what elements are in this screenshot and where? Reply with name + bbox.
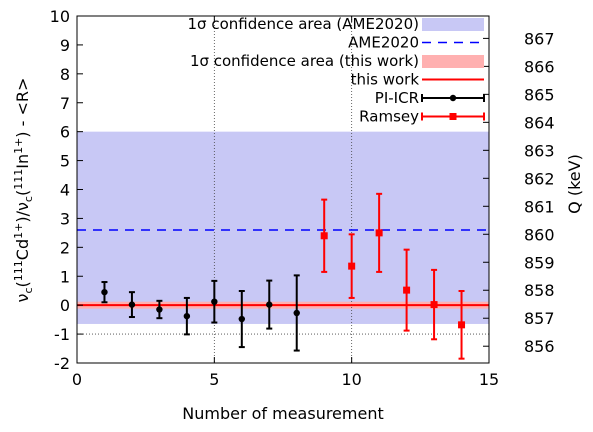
y-tick-label: 8 [60, 65, 70, 84]
y-tick-label: -1 [54, 325, 70, 344]
pi-icr-point [183, 296, 191, 336]
marker-square [320, 232, 328, 240]
y2-tick-label: 861 [524, 197, 555, 216]
pi-icr-point [238, 289, 245, 349]
legend-label: AME2020 [348, 34, 419, 52]
y2-tick-label: 857 [524, 309, 555, 328]
ramsey-point [375, 192, 383, 273]
marker-square [348, 262, 356, 270]
marker-square [430, 301, 438, 309]
legend-swatch-box [422, 18, 484, 31]
marker-circle [128, 301, 136, 308]
legend-label: 1σ confidence area (AME2020) [188, 15, 419, 33]
y-tick-label: 7 [60, 94, 70, 113]
x-tick-label: 15 [479, 370, 499, 389]
y2-tick-label: 860 [524, 225, 555, 244]
ame-confidence-band [77, 131, 489, 324]
pi-icr-point [266, 279, 273, 330]
y-tick-label: 2 [60, 238, 70, 257]
x-tick-label: 5 [209, 370, 219, 389]
marker-circle [156, 306, 163, 313]
marker-square [375, 229, 383, 237]
grid-lines [77, 16, 489, 363]
legend-label: PI-ICR [375, 89, 419, 107]
ramsey-point [403, 248, 411, 332]
marker-circle [238, 315, 245, 323]
pi-icr-point [293, 274, 300, 352]
legend-label: 1σ confidence area (this work) [190, 52, 419, 70]
x-tick-label: 0 [72, 370, 82, 389]
pi-icr-point [128, 291, 136, 319]
y-axis-label: νc(111Cd1+)/νc(111In1+) - <R> [12, 78, 35, 303]
y2-tick-label: 867 [524, 29, 555, 48]
y2-tick-label: 862 [524, 169, 555, 188]
y2-tick-label: 856 [524, 337, 555, 356]
legend-marker-circle [449, 94, 457, 102]
y-tick-label: -2 [54, 354, 70, 373]
ramsey-point [348, 233, 356, 299]
legend-marker-square [449, 113, 457, 120]
marker-circle [101, 288, 108, 296]
ramsey-point [320, 198, 328, 273]
y-tick-label: 6 [60, 123, 70, 142]
pi-icr-point [211, 279, 218, 324]
y-tick-label: 4 [60, 181, 70, 200]
x-tick-label: 10 [341, 370, 361, 389]
marker-circle [266, 301, 273, 308]
legend-label: Ramsey [359, 108, 419, 126]
marker-circle [211, 298, 218, 305]
marker-square [403, 286, 411, 294]
y-tick-label: 10 [50, 7, 70, 26]
y2-tick-label: 863 [524, 141, 555, 160]
confidence-bands [77, 131, 489, 324]
marker-circle [183, 312, 191, 320]
y-tick-label: 1 [60, 267, 70, 286]
y-tick-label: 9 [60, 36, 70, 55]
reference-lines [77, 229, 489, 307]
y-tick-label: 5 [60, 152, 70, 171]
legend-label: this work [351, 71, 420, 89]
pi-icr-point [156, 299, 163, 320]
axis-ticks: 0 5 10 15 -2 -1 0 1 2 3 4 5 6 7 8 9 10 856 857 858 859 860 861… [50, 7, 555, 389]
y2-tick-label: 864 [524, 113, 555, 132]
marker-square [458, 321, 466, 329]
legend-swatch-box [422, 55, 484, 68]
y2-tick-label: 858 [524, 281, 555, 300]
y2-axis-label: Q (keV) [565, 154, 584, 214]
y2-tick-label: 866 [524, 57, 555, 76]
ramsey-point [458, 289, 466, 360]
y-tick-label: 3 [60, 209, 70, 228]
marker-circle [293, 309, 300, 317]
ramsey-point [430, 268, 438, 341]
y2-tick-label: 859 [524, 253, 555, 272]
y2-tick-label: 865 [524, 85, 555, 104]
x-axis-label: Number of measurement [182, 404, 384, 423]
data-points [101, 192, 466, 360]
y-tick-label: 0 [60, 296, 70, 315]
pi-icr-point [101, 281, 108, 304]
